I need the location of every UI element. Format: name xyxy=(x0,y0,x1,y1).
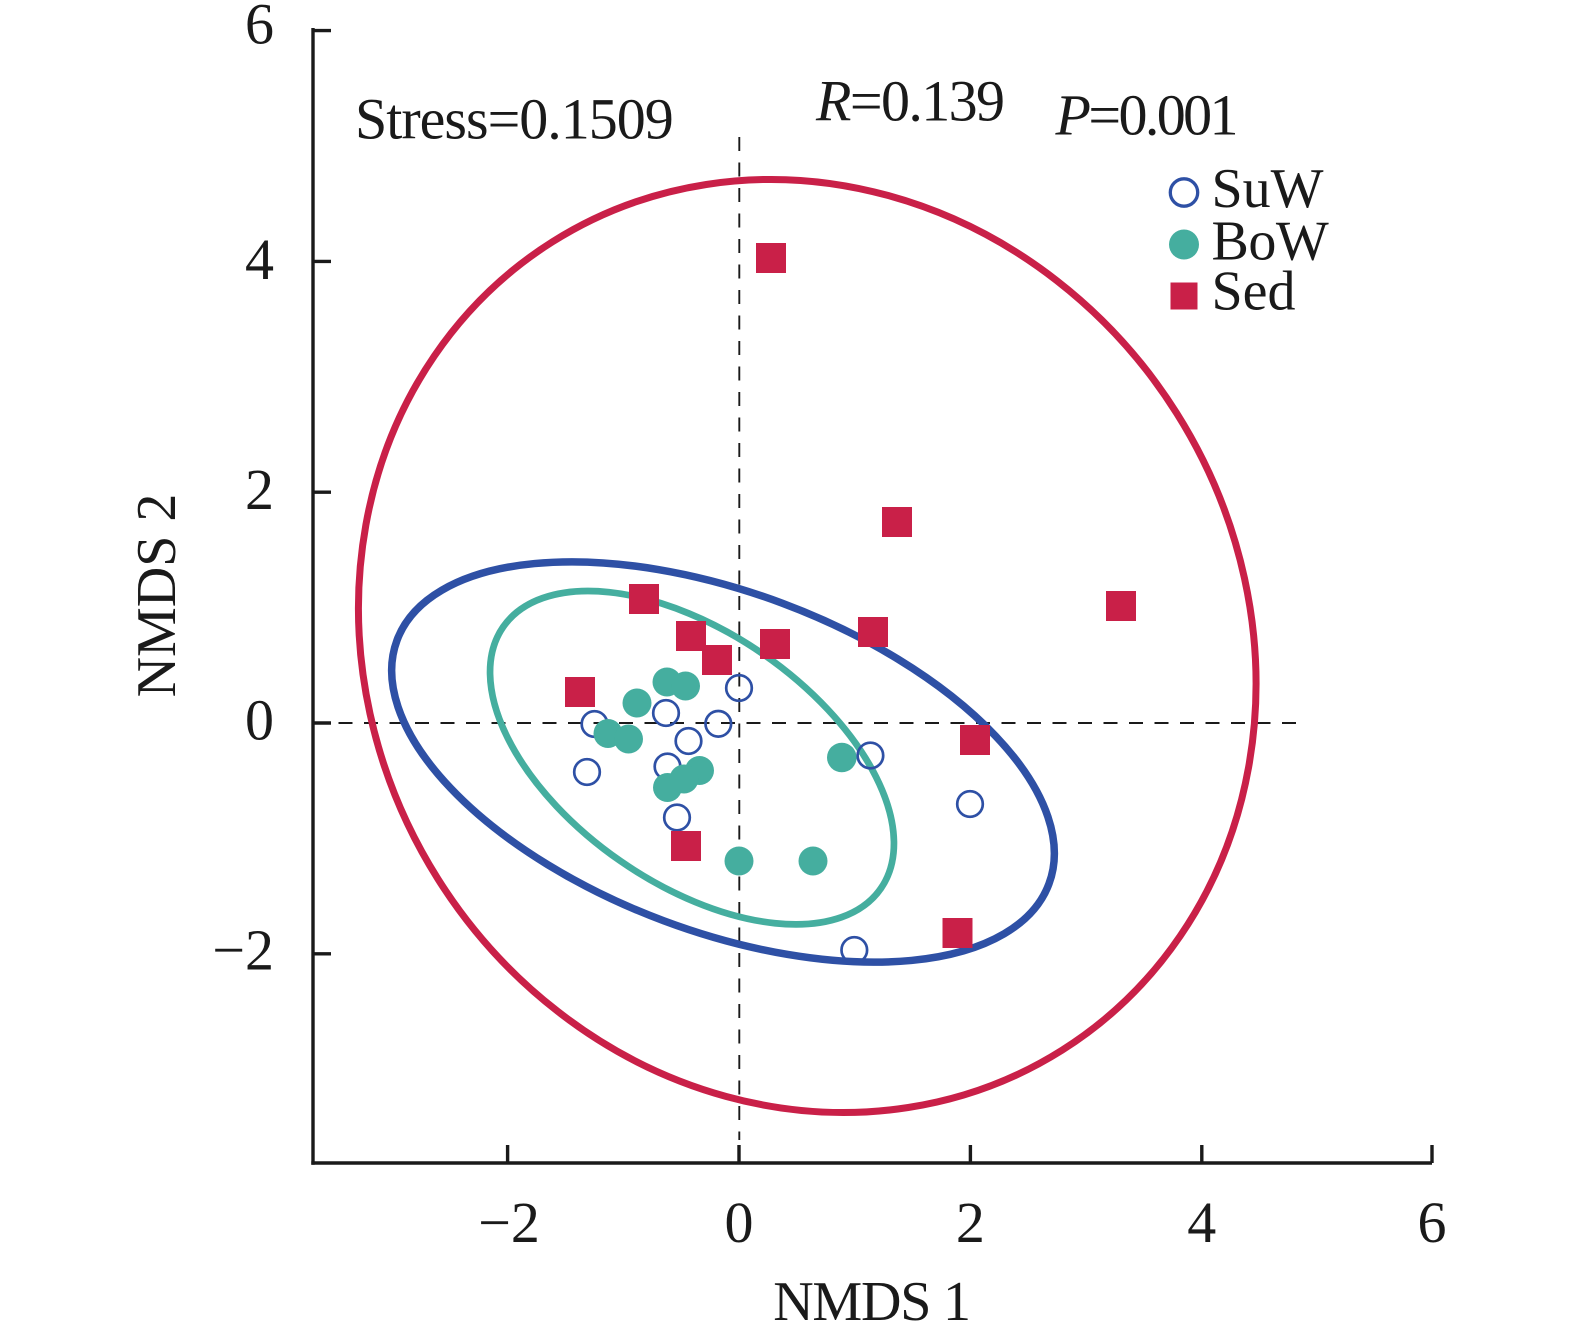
svg-text:SuW: SuW xyxy=(1212,158,1324,220)
svg-text:−2: −2 xyxy=(478,1190,540,1255)
svg-text:6: 6 xyxy=(245,0,274,57)
svg-text:6: 6 xyxy=(1418,1190,1447,1255)
svg-text:2: 2 xyxy=(956,1190,985,1255)
svg-text:0: 0 xyxy=(245,688,274,753)
svg-text:2: 2 xyxy=(245,457,274,522)
svg-text:−2: −2 xyxy=(212,917,274,982)
svg-text:0: 0 xyxy=(725,1190,754,1255)
svg-text:4: 4 xyxy=(245,227,274,292)
svg-text:Sed: Sed xyxy=(1212,260,1296,322)
svg-text:R=0.139: R=0.139 xyxy=(815,69,1003,134)
svg-text:NMDS 1: NMDS 1 xyxy=(773,1271,970,1333)
svg-text:P=0.001: P=0.001 xyxy=(1055,83,1236,148)
svg-text:BoW: BoW xyxy=(1212,210,1329,272)
svg-text:4: 4 xyxy=(1187,1190,1216,1255)
svg-text:Stress=0.1509: Stress=0.1509 xyxy=(355,86,673,151)
svg-text:NMDS 2: NMDS 2 xyxy=(126,494,188,698)
